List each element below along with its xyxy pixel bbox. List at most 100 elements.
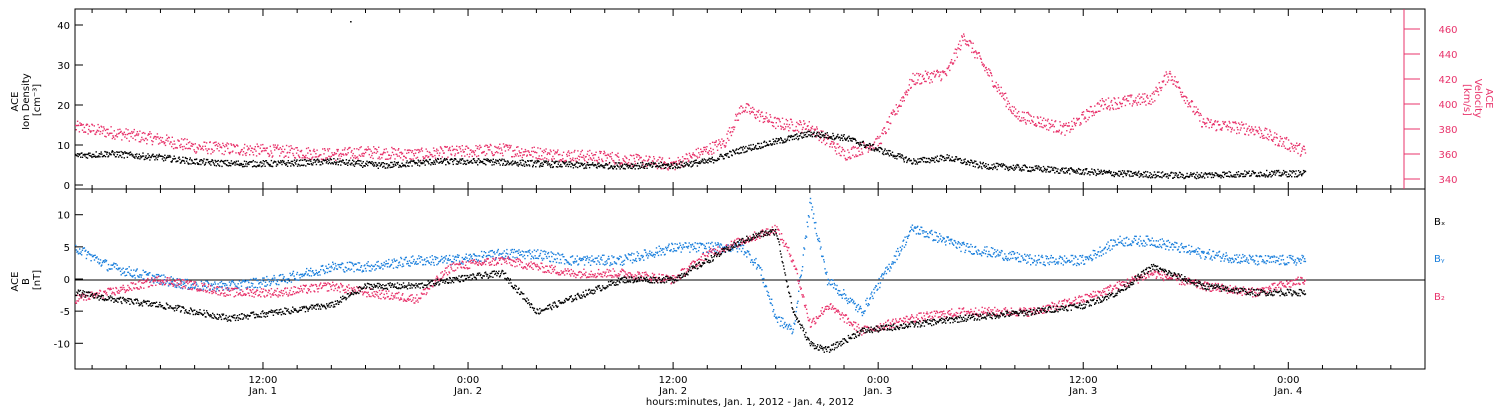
data-point (202, 288, 205, 290)
data-point (583, 256, 585, 258)
data-point (993, 86, 995, 88)
data-point (1130, 171, 1132, 173)
data-point (870, 149, 872, 151)
data-point (921, 159, 924, 161)
data-point (544, 150, 547, 153)
data-point (1071, 120, 1073, 123)
data-point (1036, 116, 1039, 118)
data-point (504, 164, 506, 166)
data-point (521, 148, 523, 150)
data-point (1101, 171, 1103, 173)
data-point (547, 161, 549, 163)
data-point (301, 164, 303, 166)
data-point (261, 162, 263, 164)
data-point (936, 70, 938, 72)
data-point (870, 148, 873, 150)
data-point (860, 148, 863, 150)
data-point (457, 161, 459, 163)
data-point (264, 285, 266, 287)
data-point (540, 165, 543, 167)
data-point (617, 152, 619, 154)
data-point (266, 162, 269, 164)
data-point (853, 156, 856, 158)
data-point (634, 168, 636, 170)
data-point (347, 268, 349, 270)
data-point (622, 260, 624, 262)
data-point (104, 150, 106, 153)
data-point (519, 251, 521, 253)
data-point (332, 163, 334, 165)
data-point (1163, 175, 1165, 177)
data-point (951, 156, 953, 158)
data-point (400, 257, 403, 260)
data-point (361, 155, 364, 157)
data-point (316, 271, 318, 274)
data-point (206, 287, 208, 289)
data-point (298, 164, 300, 166)
data-point (85, 124, 87, 126)
data-point (298, 279, 300, 281)
data-point (885, 153, 887, 155)
data-point (1197, 175, 1199, 177)
data-point (506, 248, 508, 251)
data-point (953, 52, 955, 54)
data-point (509, 253, 511, 255)
data-point (169, 282, 171, 284)
data-point (153, 275, 156, 277)
data-point (264, 165, 266, 167)
data-point (1164, 83, 1167, 86)
data-point (157, 155, 160, 157)
data-point (558, 262, 560, 264)
data-point (1132, 175, 1134, 177)
data-point (1008, 102, 1010, 105)
data-point (473, 152, 475, 154)
data-point (1060, 133, 1062, 135)
data-point (463, 160, 465, 162)
data-point (457, 152, 460, 154)
data-point (957, 47, 959, 49)
data-point (234, 283, 236, 285)
data-point (1277, 144, 1279, 147)
data-point (812, 133, 815, 135)
data-point (595, 164, 597, 166)
data-point (526, 154, 528, 156)
data-point (799, 133, 802, 135)
data-point (1220, 128, 1222, 130)
data-point (888, 128, 890, 130)
data-point (723, 140, 725, 142)
data-point (99, 262, 101, 264)
data-point (510, 162, 512, 164)
data-point (702, 150, 704, 153)
data-point (688, 159, 690, 162)
data-point (487, 146, 489, 149)
data-point (577, 150, 579, 152)
data-point (919, 73, 922, 75)
data-point (185, 143, 188, 145)
data-point (161, 141, 163, 143)
data-point (123, 271, 126, 273)
data-point (138, 141, 140, 143)
data-point (100, 265, 102, 267)
data-point (632, 165, 634, 167)
data-point (1187, 106, 1189, 108)
data-point (1199, 120, 1201, 122)
data-point (284, 281, 287, 283)
data-point (1187, 103, 1190, 105)
data-point (156, 136, 158, 138)
data-point (1104, 103, 1107, 106)
data-point (148, 154, 150, 157)
data-point (763, 120, 766, 123)
data-point (214, 281, 216, 283)
data-point (1175, 81, 1177, 83)
data-point (1251, 173, 1253, 175)
data-point (876, 137, 878, 140)
data-point (878, 142, 881, 145)
data-point (1262, 175, 1265, 177)
data-point (397, 149, 399, 151)
data-point (376, 149, 378, 151)
data-point (867, 151, 869, 153)
data-point (119, 155, 122, 157)
data-point (333, 154, 335, 156)
data-point (572, 164, 574, 166)
data-point (597, 156, 600, 159)
